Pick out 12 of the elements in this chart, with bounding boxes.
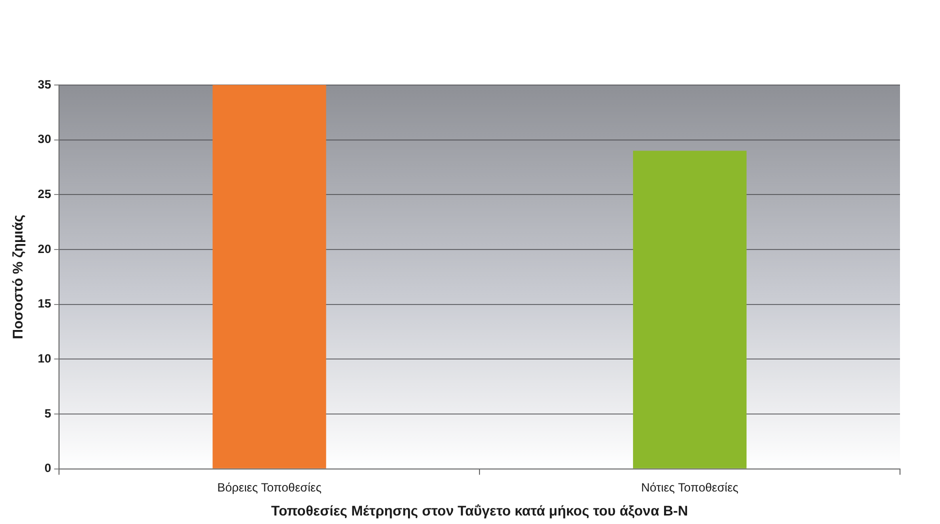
- y-tick-label: 10: [38, 351, 52, 366]
- y-tick-label: 25: [38, 186, 52, 201]
- y-tick-label: 35: [38, 77, 52, 92]
- y-tick-label: 20: [38, 242, 52, 256]
- x-tick-label: Βόρειες Τοποθεσίες: [217, 480, 322, 494]
- y-tick-label: 5: [44, 406, 52, 420]
- y-tick-label: 30: [38, 132, 52, 146]
- y-axis-title: Ποσοστό % ζημιάς: [9, 214, 26, 340]
- y-tick-label: 0: [44, 461, 52, 476]
- x-axis-title: Τοποθεσίες Μέτρησης στον Ταΰγετο κατά μήκος του άξονα Β-Ν: [271, 502, 688, 518]
- y-tick-label: 15: [38, 296, 52, 311]
- x-tick-label: Νότιες Τοποθεσίες: [641, 480, 739, 494]
